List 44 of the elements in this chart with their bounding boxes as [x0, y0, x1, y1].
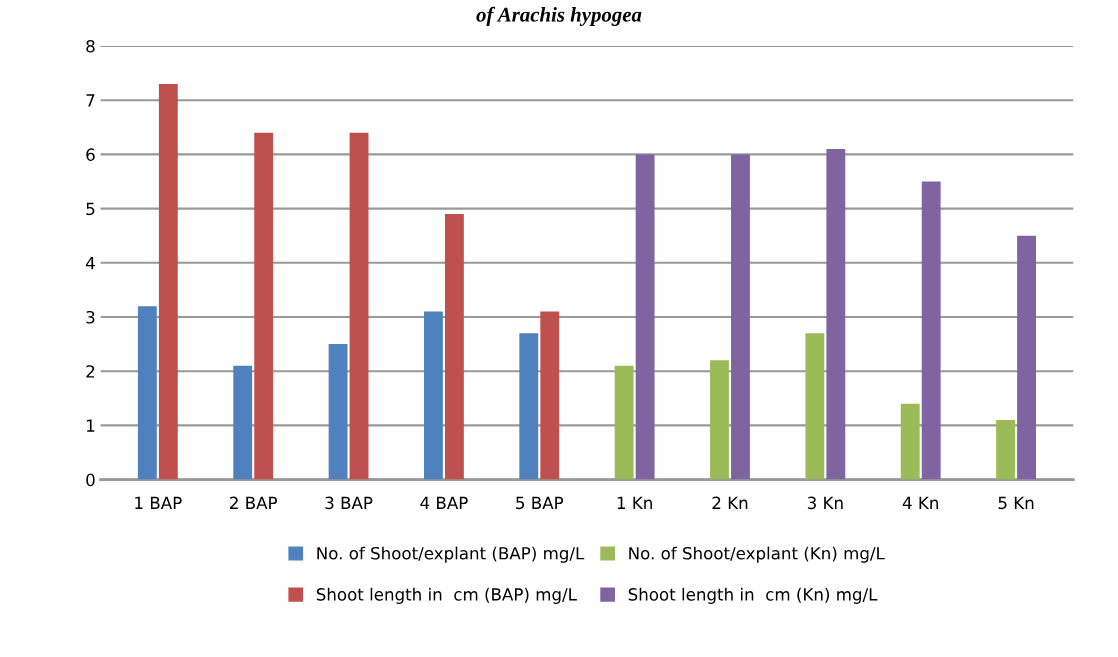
legend-label: No. of Shoot/explant (Kn) mg/L: [629, 546, 885, 563]
x-tick-label: 3 Kn: [807, 496, 843, 510]
bar: [137, 306, 157, 480]
x-tick-label: 2 Kn: [712, 496, 748, 509]
y-tick-label: 8: [86, 39, 95, 53]
bar: [996, 419, 1016, 480]
legend-label: Shoot length in cm (BAP) mg/L: [316, 587, 577, 604]
bar: [1017, 235, 1036, 480]
y-tick-label: 1: [86, 419, 95, 432]
y-tick-label: 6: [86, 148, 95, 161]
bar: [423, 311, 443, 480]
bar: [254, 132, 274, 480]
x-tick-label: 5 BAP: [516, 496, 564, 510]
y-tick-label: 4: [85, 256, 95, 270]
chart-title: of Arachis hypogea: [476, 6, 642, 27]
y-tick-label: 7: [86, 94, 95, 107]
bar: [710, 360, 729, 480]
bar: [519, 333, 539, 480]
bar: [805, 333, 825, 480]
bar: [635, 154, 655, 480]
legend-label: Shoot length in cm (Kn) mg/L: [628, 587, 878, 604]
bar: [731, 154, 750, 480]
x-tick-label: 1 BAP: [135, 496, 182, 509]
bar: [540, 311, 560, 480]
bar: [921, 181, 941, 480]
x-tick-label: 4 BAP: [420, 496, 468, 509]
y-tick-label: 3: [86, 310, 95, 324]
y-tick-label: 2: [86, 365, 95, 378]
x-tick-label: 4 Kn: [902, 496, 938, 509]
bar: [826, 148, 846, 480]
x-tick-label: 1 Kn: [617, 496, 652, 509]
x-tick-label: 3 BAP: [325, 496, 373, 510]
bar: [900, 403, 920, 480]
x-tick-label: 5 Kn: [998, 496, 1034, 510]
y-tick-label: 5: [86, 202, 95, 216]
bar: [328, 344, 348, 480]
x-tick-label: 2 BAP: [230, 496, 278, 509]
legend-label: No. of Shoot/explant (BAP) mg/L: [317, 546, 585, 563]
y-tick-label: 0: [86, 473, 95, 487]
bar: [233, 365, 253, 480]
bar: [349, 132, 369, 480]
bar: [444, 214, 464, 480]
bar: [614, 365, 634, 480]
bar: [158, 83, 178, 480]
